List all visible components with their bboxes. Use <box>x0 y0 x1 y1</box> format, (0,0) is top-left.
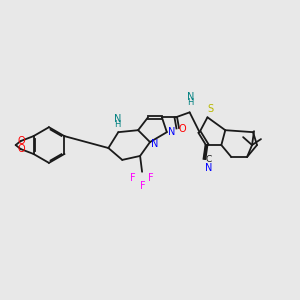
Text: O: O <box>18 144 26 154</box>
Text: N: N <box>205 163 212 173</box>
Text: S: S <box>207 104 214 114</box>
Text: N: N <box>187 92 194 101</box>
Text: N: N <box>168 127 176 137</box>
Text: C: C <box>205 155 212 164</box>
Text: O: O <box>18 136 26 146</box>
Text: O: O <box>179 124 187 134</box>
Text: F: F <box>130 173 136 183</box>
Text: N: N <box>151 139 159 149</box>
Text: H: H <box>188 98 194 107</box>
Text: F: F <box>140 181 146 191</box>
Text: H: H <box>114 120 121 129</box>
Text: N: N <box>114 114 121 124</box>
Text: F: F <box>148 173 154 183</box>
